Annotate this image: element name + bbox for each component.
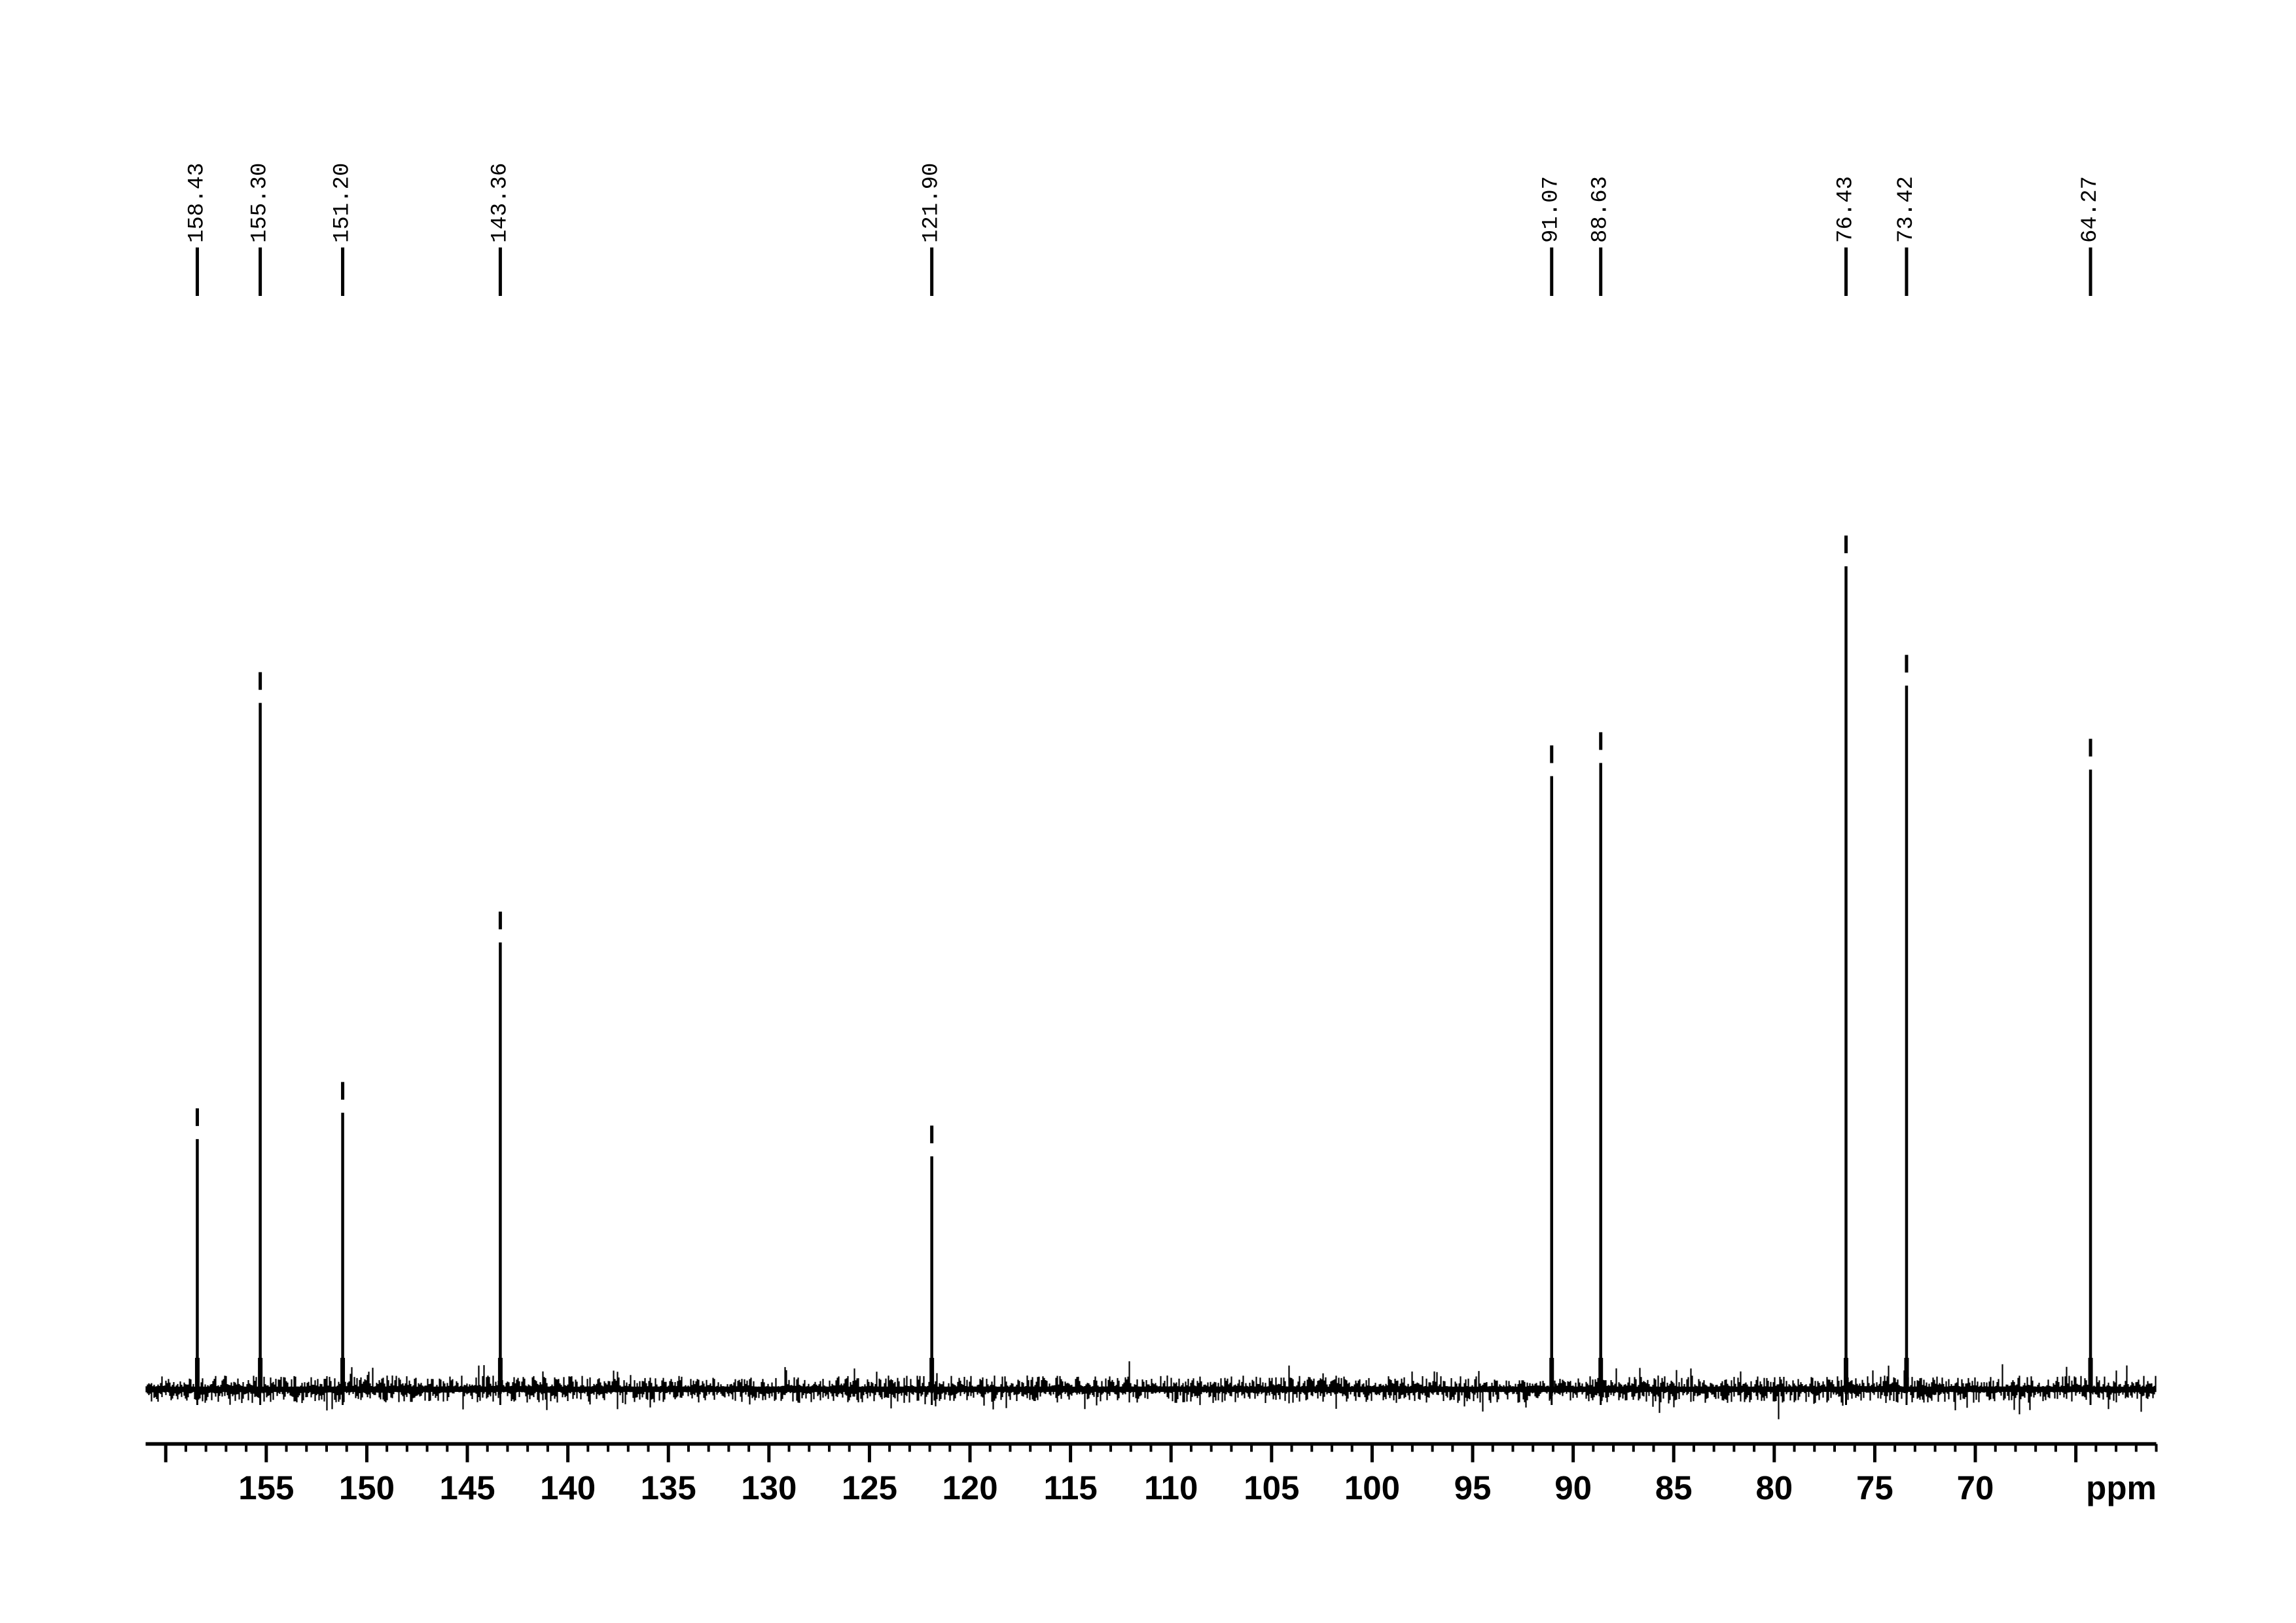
peak-label-text: 88.63 xyxy=(1588,176,1613,243)
x-axis-tick-label: 90 xyxy=(1554,1469,1592,1506)
x-axis-tick-label: 125 xyxy=(842,1469,897,1506)
peak-label-text: 151.20 xyxy=(331,163,355,243)
x-axis-tick-label: 95 xyxy=(1454,1469,1492,1506)
peak-label-text: 64.27 xyxy=(2078,176,2103,243)
peak-label-text: 143.36 xyxy=(488,163,512,243)
x-axis-unit-label: ppm xyxy=(2086,1469,2157,1506)
x-axis-tick-label: 145 xyxy=(439,1469,495,1506)
peak-label-text: 121.90 xyxy=(920,163,944,243)
x-axis-tick-label: 140 xyxy=(540,1469,596,1506)
peak-value-labels: 158.43 155.30 151.20 143.36 121.90 91.07 88.63… xyxy=(185,163,2103,296)
baseline-noise-trace xyxy=(145,1361,2157,1419)
peak-lines xyxy=(194,566,2093,1405)
peak-label-text: 158.43 xyxy=(185,163,209,243)
x-axis-tick-label: 100 xyxy=(1344,1469,1400,1506)
peak-label-text: 91.07 xyxy=(1539,176,1564,243)
x-axis-tick-label: 105 xyxy=(1244,1469,1299,1506)
peak-label-text: 76.43 xyxy=(1833,176,1858,243)
peak-pick-markers xyxy=(195,536,2092,1144)
x-axis-tick-label: 155 xyxy=(238,1469,294,1506)
noise-path xyxy=(145,1361,2157,1419)
x-axis-tick-label: 70 xyxy=(1957,1469,1994,1506)
x-axis-tick-label: 120 xyxy=(942,1469,997,1506)
x-axis: 155 150 145 140 135 130 125 120 115 110 105 100 95 90… xyxy=(145,1442,2158,1506)
x-axis-tick-label: 130 xyxy=(741,1469,797,1506)
x-axis-tick-label: 75 xyxy=(1856,1469,1893,1506)
x-axis-tick-label: 80 xyxy=(1755,1469,1793,1506)
x-axis-tick-label: 110 xyxy=(1144,1469,1198,1506)
x-axis-tick-label: 135 xyxy=(641,1469,696,1506)
x-axis-tick-label: 150 xyxy=(339,1469,395,1506)
x-axis-tick-label: 85 xyxy=(1655,1469,1693,1506)
x-axis-tick-label: 115 xyxy=(1043,1469,1097,1506)
peak-label-text: 155.30 xyxy=(248,163,273,243)
peak-label-text: 73.42 xyxy=(1894,176,1919,243)
